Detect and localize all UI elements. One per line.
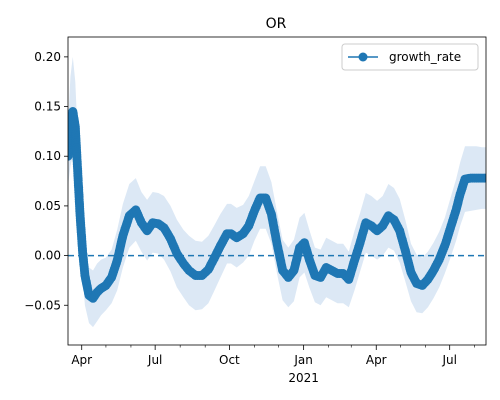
x-tick-sublabel: 2021	[288, 371, 319, 385]
legend-label-growth-rate: growth_rate	[389, 50, 461, 64]
x-axis: Apr Jul Oct Jan 2021 Apr Jul	[71, 345, 476, 385]
y-tick-label: 0.10	[34, 149, 61, 163]
x-tick-label: Oct	[219, 353, 240, 367]
x-tick-label: Jan	[293, 353, 313, 367]
y-tick-label: 0.05	[34, 199, 61, 213]
confidence-band	[68, 56, 486, 328]
x-tick-label: Jul	[147, 353, 162, 367]
x-tick-label: Apr	[71, 353, 92, 367]
legend-box	[341, 43, 479, 71]
chart-title: OR	[266, 16, 287, 32]
legend-marker-icon	[358, 52, 368, 62]
data-point-marker	[481, 173, 486, 183]
y-axis: −0.05 0.00 0.05 0.10 0.15 0.20	[24, 50, 68, 312]
axes-frame	[67, 36, 487, 346]
y-tick-label: −0.05	[24, 298, 61, 312]
y-tick-label: 0.20	[34, 50, 61, 64]
y-tick-label: 0.00	[34, 249, 61, 263]
x-tick-label: Jul	[441, 353, 456, 367]
x-tick-label: Apr	[366, 353, 387, 367]
plot-area	[68, 56, 486, 328]
legend: growth_rate	[341, 43, 479, 71]
series-markers	[68, 107, 486, 303]
y-tick-label: 0.15	[34, 100, 61, 114]
